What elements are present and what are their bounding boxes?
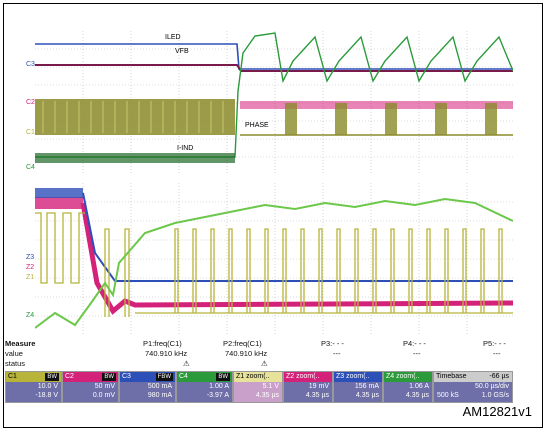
tile-c4-tag: BW [216, 373, 230, 381]
oscilloscope-screen: ILED VFB PHASE I-IND [5, 31, 513, 403]
tile-z4[interactable]: Z4 zoom(.. 1.06 A 4.35 µs [383, 371, 433, 403]
marker-c1: C1 [26, 129, 35, 136]
phase-label: PHASE [245, 122, 269, 129]
marker-z4: Z4 [26, 312, 35, 319]
timebase-samples: 500 kS [437, 392, 459, 399]
iled-trace [35, 43, 513, 70]
tile-c4-name: C4 [179, 373, 188, 380]
timebase-offset: -66 µs [489, 373, 509, 380]
channel-tiles: C1 BW 10.0 V -18.8 V C2 BW 50 mV 0.0 mV C3… [5, 371, 513, 403]
upper-trace-window: ILED VFB PHASE I-IND [35, 31, 513, 174]
tile-c3-scale: 500 mA [147, 383, 172, 390]
tile-z3-time: 4.35 µs [355, 392, 379, 399]
lind-trace [35, 32, 513, 158]
tile-c3-offset: 980 mA [147, 392, 172, 399]
z3-initial [35, 188, 83, 198]
timebase-rate: 1.0 GS/s [481, 392, 509, 399]
measure-header-3[interactable]: P3:- - - [321, 339, 344, 348]
tile-z3-name: Z3 [336, 373, 345, 380]
tile-z2-scale: 19 mV [308, 383, 329, 390]
figure-reference: AM12821v1 [462, 404, 532, 419]
measure-header-0: Measure [5, 339, 36, 348]
phase-bursts [285, 103, 497, 135]
warning-icon: ⚠ [183, 359, 190, 368]
marker-c4: C4 [26, 164, 35, 171]
measure-status-label: status [5, 359, 26, 368]
tile-c4[interactable]: C4 BW 1.00 A -3.97 A [176, 371, 233, 403]
tile-c1-tag: BW [45, 373, 59, 381]
tile-z2-tag: zoom(.. [296, 373, 320, 380]
tile-z3[interactable]: Z3 zoom(.. 156 mA 4.35 µs [333, 371, 383, 403]
upper-trace-plot [35, 31, 513, 174]
tile-c4-scale: 1.00 A [209, 383, 229, 390]
tile-c2[interactable]: C2 BW 50 mV 0.0 mV [62, 371, 119, 403]
measure-value-row: value 740.910 kHz 740.910 kHz --- --- --… [5, 349, 513, 359]
measure-header-1[interactable]: P1:freq(C1) [143, 339, 182, 348]
tile-c2-name: C2 [65, 373, 74, 380]
vfb-trace [35, 64, 513, 72]
figure-frame: ILED VFB PHASE I-IND [3, 3, 543, 428]
marker-c3: C3 [26, 61, 35, 68]
tile-c2-offset: 0.0 mV [92, 392, 115, 399]
tile-c3-name: C3 [122, 373, 131, 380]
phase-trace [35, 99, 235, 135]
tile-c1-offset: -18.8 V [35, 392, 58, 399]
measure-value-1: 740.910 kHz [145, 349, 188, 358]
lind-label: I-IND [177, 145, 194, 152]
tile-z4-time: 4.35 µs [405, 392, 429, 399]
measure-value-2: 740.910 kHz [225, 349, 268, 358]
measure-header-row: Measure P1:freq(C1) P2:freq(C1) P3:- - -… [5, 339, 513, 349]
tile-z1[interactable]: Z1 zoom(.. 5.1 V 4.35 µs [233, 371, 283, 403]
tile-z4-tag: zoom(.. [396, 373, 420, 380]
measure-value-5: --- [493, 349, 501, 358]
measure-value-3: --- [333, 349, 341, 358]
lind-band [35, 153, 235, 163]
iled-label: ILED [165, 34, 181, 41]
tile-timebase[interactable]: Timebase -66 µs 50.0 µs/div 500 kS 1.0 GS… [433, 371, 513, 403]
tile-c2-tag: BW [102, 373, 116, 381]
measure-value-4: --- [413, 349, 421, 358]
lower-trace-window [35, 183, 513, 335]
tile-z2-time: 4.35 µs [305, 392, 329, 399]
vfb-label: VFB [175, 48, 189, 55]
tile-c4-offset: -3.97 A [206, 392, 229, 399]
marker-z3: Z3 [26, 254, 35, 261]
tile-z4-scale: 1.06 A [409, 383, 429, 390]
tile-z4-name: Z4 [386, 373, 395, 380]
timebase-label: Timebase [436, 373, 467, 380]
warning-icon: ⚠ [261, 359, 268, 368]
measure-header-5[interactable]: P5:- - - [483, 339, 506, 348]
z2-initial [35, 197, 83, 209]
tile-c1-scale: 10.0 V [37, 383, 58, 390]
lower-grid [35, 183, 513, 335]
marker-z1: Z1 [26, 274, 35, 281]
measure-value-label: value [5, 349, 23, 358]
measure-status-row: status ⚠ ⚠ [5, 359, 513, 369]
tile-z3-tag: zoom(.. [346, 373, 370, 380]
marker-z2: Z2 [26, 264, 35, 271]
tile-z1-time: 4.35 µs [255, 392, 279, 399]
timebase-div: 50.0 µs/div [475, 383, 509, 390]
tile-z1-name: Z1 [236, 373, 245, 380]
tile-c1[interactable]: C1 BW 10.0 V -18.8 V [5, 371, 62, 403]
measure-table: Measure P1:freq(C1) P2:freq(C1) P3:- - -… [5, 339, 513, 369]
marker-c2: C2 [26, 99, 35, 106]
tile-c3-tag: FBW [155, 373, 173, 381]
tile-c2-scale: 50 mV [94, 383, 115, 390]
tile-z2-name: Z2 [286, 373, 295, 380]
ch2-band [240, 101, 513, 109]
tile-c1-name: C1 [8, 373, 17, 380]
measure-header-4[interactable]: P4:- - - [403, 339, 426, 348]
tile-c3[interactable]: C3 FBW 500 mA 980 mA [119, 371, 176, 403]
tile-z2[interactable]: Z2 zoom(.. 19 mV 4.35 µs [283, 371, 333, 403]
z1-pulses [35, 212, 513, 317]
tile-z1-tag: zoom(.. [246, 373, 270, 380]
measure-header-2[interactable]: P2:freq(C1) [223, 339, 262, 348]
tile-z3-scale: 156 mA [354, 383, 379, 390]
tile-z1-scale: 5.1 V [262, 383, 279, 390]
z2-trace [80, 202, 513, 315]
z4-trace [35, 197, 513, 329]
lower-trace-plot [35, 183, 513, 335]
